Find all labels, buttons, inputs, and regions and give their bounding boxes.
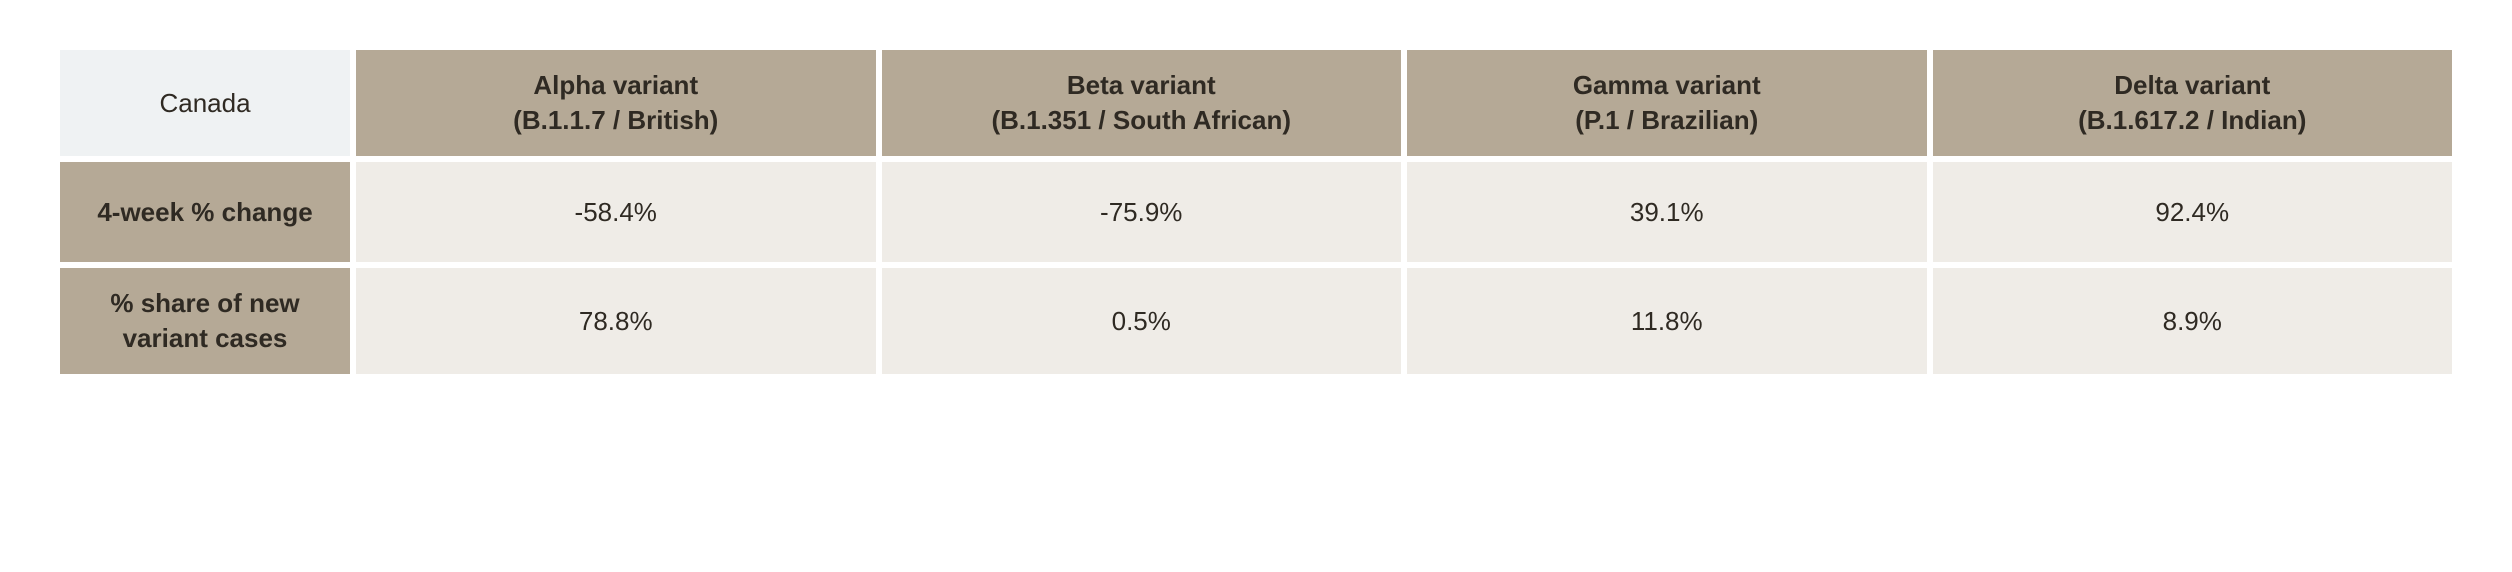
cell-value: 0.5% — [1112, 304, 1171, 339]
cell-value: -58.4% — [575, 195, 657, 230]
table-cell: 0.5% — [882, 268, 1402, 374]
variant-sub: (P.1 / Brazilian) — [1575, 103, 1758, 138]
table-cell: 11.8% — [1407, 268, 1927, 374]
table-cell: 92.4% — [1933, 162, 2453, 262]
row-label-text: 4-week % change — [97, 195, 312, 230]
row-label-share: % share of newvariant cases — [60, 268, 350, 374]
col-header-alpha: Alpha variant (B.1.1.7 / British) — [356, 50, 876, 156]
variant-sub: (B.1.1.7 / British) — [513, 103, 718, 138]
cell-value: 92.4% — [2155, 195, 2229, 230]
variant-sub: (B.1.351 / South African) — [991, 103, 1291, 138]
col-header-delta: Delta variant (B.1.617.2 / Indian) — [1933, 50, 2453, 156]
variant-name: Beta variant — [1067, 68, 1216, 103]
region-header: Canada — [60, 50, 350, 156]
row-label-change: 4-week % change — [60, 162, 350, 262]
table-cell: 39.1% — [1407, 162, 1927, 262]
variant-name: Gamma variant — [1573, 68, 1761, 103]
cell-value: 8.9% — [2163, 304, 2222, 339]
variant-name: Delta variant — [2114, 68, 2270, 103]
cell-value: -75.9% — [1100, 195, 1182, 230]
col-header-beta: Beta variant (B.1.351 / South African) — [882, 50, 1402, 156]
variant-name: Alpha variant — [533, 68, 698, 103]
table-cell: 8.9% — [1933, 268, 2453, 374]
table-cell: -58.4% — [356, 162, 876, 262]
cell-value: 78.8% — [579, 304, 653, 339]
row-label-text: % share of newvariant cases — [110, 286, 299, 356]
variant-table: Canada Alpha variant (B.1.1.7 / British)… — [60, 50, 2452, 374]
table-cell: 78.8% — [356, 268, 876, 374]
col-header-gamma: Gamma variant (P.1 / Brazilian) — [1407, 50, 1927, 156]
region-label: Canada — [159, 86, 250, 121]
cell-value: 39.1% — [1630, 195, 1704, 230]
table-cell: -75.9% — [882, 162, 1402, 262]
variant-sub: (B.1.617.2 / Indian) — [2078, 103, 2306, 138]
cell-value: 11.8% — [1631, 304, 1703, 339]
